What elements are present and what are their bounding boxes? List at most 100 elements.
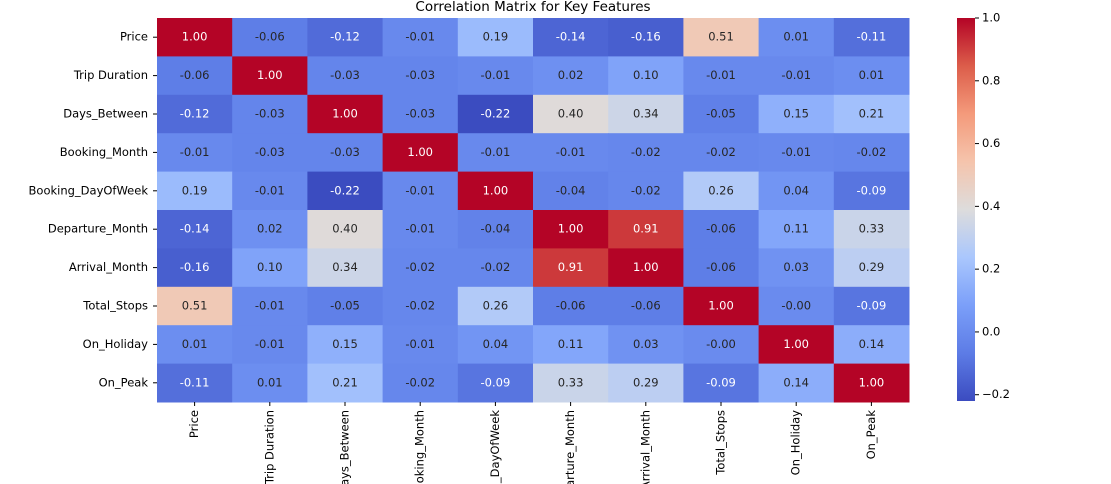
cell-label: -0.02: [631, 145, 661, 159]
heatmap-cell: [457, 133, 534, 173]
cell-label: -0.16: [631, 30, 661, 44]
cell-label: 0.01: [182, 337, 208, 351]
y-tick-label: Days_Between: [63, 107, 148, 121]
heatmap-cell: [232, 171, 308, 211]
y-tick-label: Arrival_Month: [69, 260, 148, 274]
heatmap-cell: [232, 210, 308, 249]
heatmap-cell: [457, 171, 534, 211]
cell-label: -0.03: [405, 68, 435, 82]
cell-label: -0.03: [330, 68, 360, 82]
cell-label: -0.09: [857, 183, 887, 197]
cell-label: -0.06: [255, 30, 285, 44]
cell-label: -0.01: [180, 145, 210, 159]
cell-label: 0.91: [558, 260, 584, 274]
heatmap-cell: [382, 325, 459, 365]
heatmap-cell: [608, 248, 684, 288]
heatmap-cell: [683, 248, 760, 288]
cell-label: -0.05: [330, 299, 360, 313]
heatmap-cell: [157, 325, 233, 365]
heatmap-cell: [533, 363, 609, 403]
cell-label: -0.01: [481, 145, 511, 159]
cell-label: -0.06: [631, 299, 661, 313]
heatmap-cell: [758, 286, 835, 326]
heatmap-cell: [307, 363, 384, 403]
heatmap-cell: [533, 210, 609, 249]
cell-label: -0.00: [706, 337, 736, 351]
heatmap-cell: [833, 18, 910, 57]
heatmap-cell: [608, 325, 684, 365]
heatmap-cell: [833, 133, 910, 173]
heatmap-cell: [683, 286, 760, 326]
cell-label: 0.10: [633, 68, 659, 82]
cell-label: -0.01: [405, 337, 435, 351]
cell-label: 0.33: [558, 375, 584, 389]
cell-label: -0.02: [631, 183, 661, 197]
heatmap-cell: [157, 210, 233, 249]
heatmap-cell: [382, 56, 459, 96]
cell-label: 0.26: [483, 299, 509, 313]
colorbar-tick-label: 0.6: [982, 136, 1000, 150]
cell-label: -0.11: [180, 375, 210, 389]
heatmap-cell: [232, 18, 308, 57]
cell-label: 0.29: [859, 260, 885, 274]
heatmap-cell: [683, 171, 760, 211]
heatmap-cell: [457, 94, 534, 134]
x-tick-label: Arrival_Month: [638, 410, 652, 484]
heatmap-cell: [382, 210, 459, 249]
cell-label: -0.09: [481, 375, 511, 389]
heatmap-cell: [382, 94, 459, 134]
heatmap-cell: [232, 286, 308, 326]
heatmap-cell: [307, 248, 384, 288]
cell-label: -0.04: [481, 222, 511, 236]
heatmap-cell: [833, 248, 910, 288]
heatmap-cell: [232, 363, 308, 403]
cell-label: 0.04: [483, 337, 509, 351]
heatmap-cell: [232, 325, 308, 365]
heatmap-cell: [533, 56, 609, 96]
heatmap-cell: [457, 210, 534, 249]
colorbar: [957, 18, 975, 401]
colorbar-tick-label: 1.0: [982, 11, 1000, 25]
cell-label: -0.14: [556, 30, 586, 44]
cell-label: 0.01: [257, 375, 283, 389]
cell-label: 0.33: [859, 222, 885, 236]
x-tick-label: Total_Stops: [714, 410, 728, 476]
cell-label: 0.03: [783, 260, 809, 274]
heatmap-cell: [683, 325, 760, 365]
heatmap-cell: [608, 94, 684, 134]
x-tick-label: Booking_Month: [413, 410, 427, 484]
cell-label: -0.02: [405, 260, 435, 274]
heatmap-cell: [157, 286, 233, 326]
heatmap-cell: [307, 325, 384, 365]
cell-label: 1.00: [633, 260, 659, 274]
heatmap-cell: [833, 94, 910, 134]
heatmap-cell: [533, 286, 609, 326]
colorbar-tick-label: 0.4: [982, 199, 1000, 213]
heatmap-cell: [833, 325, 910, 365]
cell-label: 0.01: [859, 68, 885, 82]
cell-label: 0.19: [483, 30, 509, 44]
cell-label: 1.00: [407, 145, 433, 159]
cell-label: -0.03: [255, 145, 285, 159]
cell-label: -0.01: [781, 68, 811, 82]
x-tick-label: On_Holiday: [789, 410, 803, 476]
y-tick-label: Booking_DayOfWeek: [29, 183, 149, 197]
cell-label: 1.00: [859, 375, 885, 389]
colorbar-tick-label: 0.0: [982, 324, 1000, 338]
cell-label: 1.00: [182, 30, 208, 44]
cell-label: 0.04: [783, 183, 809, 197]
y-tick-label: Departure_Month: [48, 222, 148, 236]
cell-label: -0.06: [706, 222, 736, 236]
y-tick-label: On_Holiday: [83, 337, 149, 351]
cell-label: 0.03: [633, 337, 659, 351]
cell-label: 1.00: [257, 68, 283, 82]
y-tick-label: Booking_Month: [60, 145, 148, 159]
cell-label: 0.40: [332, 222, 358, 236]
cell-label: 0.29: [633, 375, 659, 389]
cell-label: 0.10: [257, 260, 283, 274]
cell-label: -0.02: [706, 145, 736, 159]
cell-label: -0.01: [706, 68, 736, 82]
cell-label: -0.02: [481, 260, 511, 274]
heatmap-cell: [382, 18, 459, 57]
